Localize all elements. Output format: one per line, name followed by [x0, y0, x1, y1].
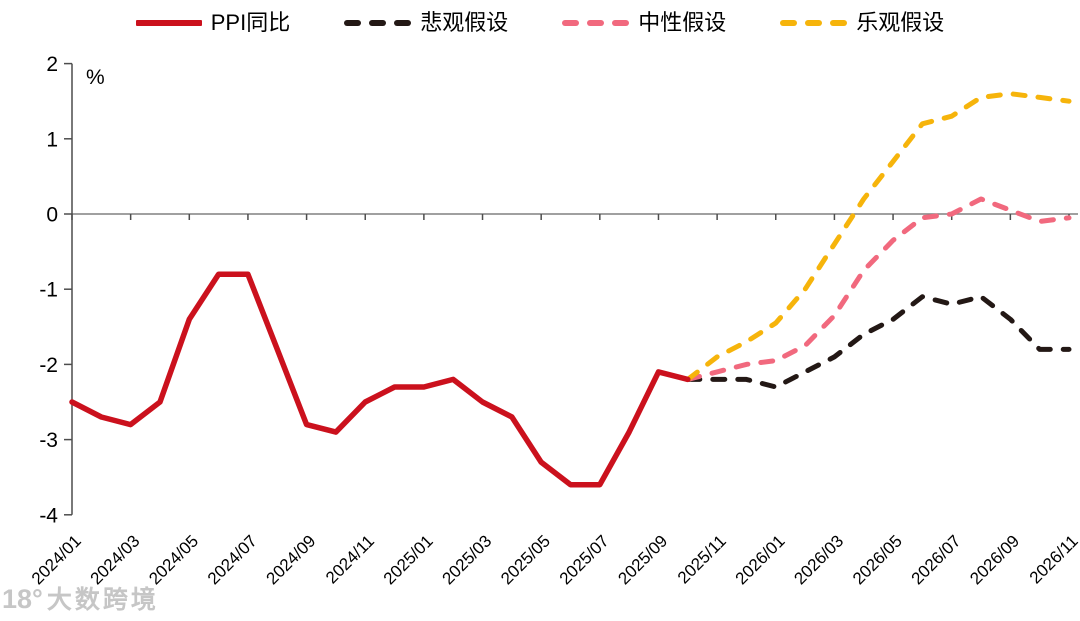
x-tick-label: 2024/01 [28, 531, 85, 588]
x-tick-label: 2025/05 [497, 531, 554, 588]
legend-item-ppi: PPI同比 [135, 8, 291, 38]
x-tick-label: 2024/05 [145, 531, 202, 588]
x-tick-label: 2024/03 [87, 531, 144, 588]
legend-label-neutral: 中性假设 [638, 10, 727, 35]
chart-legend: PPI同比 悲观假设 中性假设 乐观假设 [0, 8, 1080, 38]
x-tick-label: 2026/05 [849, 531, 906, 588]
x-tick-label: 2025/07 [556, 531, 613, 588]
y-tick-label: -4 [39, 504, 58, 527]
y-tick-label: 1 [46, 128, 58, 151]
y-axis-unit-label: % [86, 66, 105, 89]
y-tick-label: -1 [39, 279, 58, 302]
x-tick-label: 2026/11 [1026, 531, 1080, 587]
x-tick-label: 2025/03 [438, 531, 495, 588]
x-tick-label: 2024/09 [263, 531, 320, 588]
legend-solid-line-icon [135, 20, 202, 26]
legend-item-optimistic: 乐观假设 [780, 8, 944, 38]
series-line-optimistic [685, 91, 1072, 382]
series-line-pessimistic [685, 294, 1072, 390]
x-tick-label: 2024/07 [204, 531, 261, 588]
legend-label-ppi: PPI同比 [210, 10, 291, 35]
x-tick-label: 2025/11 [674, 531, 730, 587]
legend-label-optimistic: 乐观假设 [856, 10, 945, 35]
y-tick-label: 2 [46, 53, 58, 76]
x-tick-label: 2026/09 [966, 531, 1023, 588]
legend-item-neutral: 中性假设 [562, 8, 726, 38]
legend-label-pessimistic: 悲观假设 [420, 10, 509, 35]
x-tick-label: 2024/11 [322, 531, 378, 587]
y-tick-label: 0 [46, 204, 58, 227]
series-line-ppi [69, 271, 691, 488]
x-tick-label: 2026/03 [790, 531, 847, 588]
x-tick-label: 2026/01 [732, 531, 789, 588]
series-line-neutral [685, 196, 1072, 382]
legend-dashed-line-icon [562, 20, 630, 26]
x-tick-label: 2026/07 [908, 531, 965, 588]
x-tick-label: 2025/01 [380, 531, 437, 588]
legend-dashed-line-icon [344, 20, 412, 26]
x-tick-label: 2025/09 [614, 531, 671, 588]
y-tick-label: -2 [39, 354, 58, 377]
legend-item-pessimistic: 悲观假设 [344, 8, 508, 38]
y-tick-label: -3 [39, 429, 58, 452]
legend-dashed-line-icon [780, 20, 848, 26]
